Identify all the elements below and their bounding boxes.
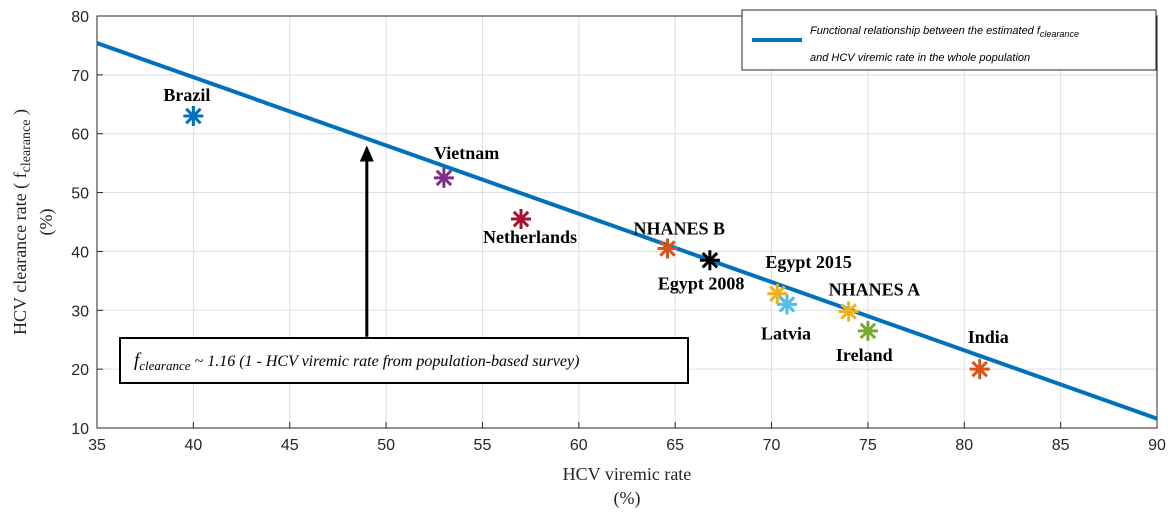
data-point: Latvia — [761, 294, 811, 343]
x-tick-label: 85 — [1052, 437, 1070, 454]
x-tick-label: 90 — [1148, 437, 1166, 454]
x-tick-label: 75 — [859, 437, 877, 454]
point-marker — [857, 320, 878, 341]
data-points: Brazil Vietnam Netherlands NHANES B Egypt 20… — [163, 85, 1009, 380]
annotation-box — [119, 337, 689, 384]
point-marker — [969, 359, 990, 380]
annotation-text: fclearance ~ 1.16 (1 - HCV viremic rate … — [134, 350, 579, 373]
x-tick-label: 45 — [281, 437, 299, 454]
x-tick-label: 40 — [184, 437, 202, 454]
point-label: Netherlands — [483, 227, 577, 247]
x-tick-label: 55 — [474, 437, 492, 454]
annotation-formula: ~ 1.16 (1 - HCV viremic rate from popula… — [191, 353, 580, 370]
data-point: Brazil — [163, 85, 210, 127]
data-point: Ireland — [836, 320, 893, 365]
data-point: NHANES A — [829, 279, 921, 322]
x-axis-unit: (%) — [614, 488, 641, 509]
y-tick-label: 30 — [71, 303, 89, 320]
point-label: Egypt 2015 — [765, 252, 852, 272]
legend-text-sub: clearance — [1040, 29, 1079, 39]
data-point: Vietnam — [433, 143, 499, 188]
point-label: Brazil — [163, 85, 210, 105]
annotation-arrow-head — [359, 145, 374, 162]
x-axis-label: HCV viremic rate — [563, 464, 692, 484]
point-label: Vietnam — [434, 143, 499, 163]
x-tick-label: 50 — [377, 437, 395, 454]
point-label: Egypt 2008 — [658, 273, 745, 293]
annotation-f: f — [134, 350, 142, 371]
point-label: Ireland — [836, 345, 893, 365]
y-tick-label: 10 — [71, 421, 89, 438]
legend-entry-line2: and HCV viremic rate in the whole popula… — [810, 52, 1030, 64]
x-tick-label: 80 — [955, 437, 973, 454]
y-axis-label: HCV clearance rate ( fclearance ) — [10, 109, 34, 335]
x-tick-label: 70 — [763, 437, 781, 454]
data-point: Egypt 2008 — [658, 250, 745, 293]
point-marker — [838, 301, 859, 322]
point-marker — [776, 294, 797, 315]
data-point: NHANES B — [633, 218, 725, 259]
legend-entry-line1: Functional relationship between the esti… — [810, 25, 1079, 39]
fit-line-group — [97, 41, 1157, 421]
point-label: Latvia — [761, 323, 811, 343]
y-tick-label: 80 — [71, 9, 89, 26]
point-marker — [183, 106, 204, 127]
y-tick-label: 20 — [71, 362, 89, 379]
point-marker — [699, 250, 720, 271]
point-marker — [767, 283, 788, 304]
y-axis-unit: (%) — [36, 209, 57, 236]
legend-text-part1: Functional relationship between the esti… — [810, 25, 1041, 37]
x-tick-label: 65 — [666, 437, 684, 454]
y-tick-label: 40 — [71, 244, 89, 261]
plot-border — [96, 15, 1158, 429]
point-marker — [657, 238, 678, 259]
legend: Functional relationship between the esti… — [741, 9, 1157, 71]
axis-ticks: 35 40 45 50 55 60 65 70 75 80 85 90 10 20 30 40 50 60 70 80 — [71, 9, 1166, 454]
legend-box — [741, 9, 1157, 71]
data-point: Egypt 2015 — [765, 252, 852, 304]
y-axis-label-main: HCV clearance rate ( f — [10, 172, 31, 335]
annotation-sub: clearance — [139, 358, 190, 373]
data-point: Netherlands — [483, 209, 577, 247]
point-label: India — [968, 327, 1009, 347]
point-label: NHANES B — [633, 218, 725, 238]
x-tick-label: 35 — [88, 437, 106, 454]
point-label: NHANES A — [829, 279, 921, 299]
annotation: fclearance ~ 1.16 (1 - HCV viremic rate … — [119, 145, 689, 384]
data-point: India — [968, 327, 1009, 380]
y-tick-label: 50 — [71, 186, 89, 203]
fit-line — [97, 41, 1157, 421]
y-tick-label: 70 — [71, 68, 89, 85]
y-axis-label-sub: clearance — [19, 120, 34, 173]
y-tick-label: 60 — [71, 127, 89, 144]
x-tick-label: 60 — [570, 437, 588, 454]
point-marker — [433, 167, 454, 188]
point-marker — [511, 209, 531, 230]
y-axis-label-close: ) — [10, 109, 31, 120]
